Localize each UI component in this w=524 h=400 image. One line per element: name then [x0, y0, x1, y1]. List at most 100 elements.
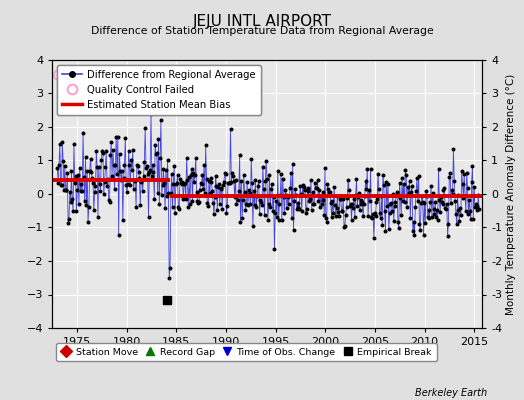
- Point: [235, 152, 244, 158]
- Point: [131, 178, 139, 185]
- Point: [367, 214, 376, 220]
- Point: [326, 189, 334, 196]
- Point: [473, 202, 481, 209]
- Point: [432, 214, 440, 220]
- Point: [433, 216, 442, 223]
- Point: [285, 201, 293, 208]
- Point: [439, 200, 447, 207]
- Point: [132, 203, 140, 210]
- Point: [320, 212, 329, 218]
- Point: [337, 208, 346, 214]
- Point: [450, 178, 458, 184]
- Point: [159, 166, 168, 172]
- Point: [70, 140, 78, 147]
- Point: [405, 189, 413, 196]
- Point: [152, 150, 161, 156]
- Point: [469, 216, 477, 222]
- Point: [137, 179, 145, 185]
- Point: [91, 189, 99, 196]
- Point: [330, 184, 339, 190]
- Point: [96, 188, 105, 194]
- Point: [370, 235, 378, 242]
- Point: [139, 172, 148, 179]
- Point: [241, 207, 249, 214]
- Point: [188, 166, 196, 173]
- Point: [471, 204, 479, 210]
- Point: [328, 214, 336, 220]
- Point: [406, 215, 414, 222]
- Point: [259, 164, 267, 170]
- Point: [419, 199, 427, 206]
- Point: [333, 193, 342, 200]
- Point: [225, 180, 233, 186]
- Point: [316, 203, 324, 210]
- Point: [289, 227, 298, 233]
- Point: [67, 168, 75, 174]
- Point: [193, 197, 202, 204]
- Point: [345, 186, 353, 193]
- Point: [424, 206, 433, 213]
- Point: [275, 217, 283, 223]
- Point: [115, 151, 124, 157]
- Point: [429, 190, 437, 196]
- Point: [261, 177, 269, 184]
- Point: [389, 218, 398, 224]
- Point: [411, 204, 420, 210]
- Point: [56, 141, 64, 147]
- Point: [396, 195, 405, 201]
- Point: [168, 171, 176, 178]
- Point: [366, 198, 374, 204]
- Point: [416, 226, 424, 233]
- Point: [75, 165, 84, 172]
- Point: [428, 214, 436, 220]
- Point: [149, 169, 158, 176]
- Point: [293, 199, 302, 206]
- Point: [74, 172, 82, 178]
- Text: JEJU INTL AIRPORT: JEJU INTL AIRPORT: [192, 14, 332, 29]
- Point: [251, 177, 259, 184]
- Point: [156, 154, 165, 161]
- Point: [318, 200, 326, 207]
- Point: [55, 161, 63, 168]
- Point: [79, 130, 87, 136]
- Point: [60, 187, 68, 193]
- Point: [336, 196, 345, 202]
- Point: [431, 199, 440, 206]
- Point: [352, 192, 360, 198]
- Point: [57, 182, 66, 188]
- Point: [385, 226, 393, 233]
- Point: [341, 223, 349, 229]
- Point: [108, 172, 116, 179]
- Point: [425, 215, 433, 222]
- Point: [324, 186, 333, 193]
- Point: [192, 154, 200, 161]
- Point: [150, 196, 158, 202]
- Point: [75, 201, 83, 208]
- Point: [227, 179, 236, 185]
- Point: [461, 193, 469, 199]
- Point: [332, 205, 341, 211]
- Point: [312, 185, 320, 191]
- Point: [93, 164, 101, 170]
- Point: [369, 210, 377, 217]
- Point: [71, 180, 79, 186]
- Point: [376, 215, 385, 222]
- Point: [215, 201, 224, 208]
- Point: [196, 180, 205, 186]
- Point: [91, 183, 100, 190]
- Point: [410, 232, 419, 238]
- Point: [118, 216, 127, 223]
- Point: [319, 189, 328, 196]
- Point: [465, 197, 473, 203]
- Point: [238, 215, 246, 222]
- Point: [447, 186, 456, 193]
- Point: [403, 204, 411, 210]
- Point: [274, 168, 282, 174]
- Point: [53, 165, 61, 172]
- Point: [94, 213, 102, 220]
- Point: [451, 198, 459, 204]
- Point: [248, 180, 256, 187]
- Point: [250, 202, 259, 208]
- Point: [351, 214, 359, 220]
- Point: [208, 178, 216, 185]
